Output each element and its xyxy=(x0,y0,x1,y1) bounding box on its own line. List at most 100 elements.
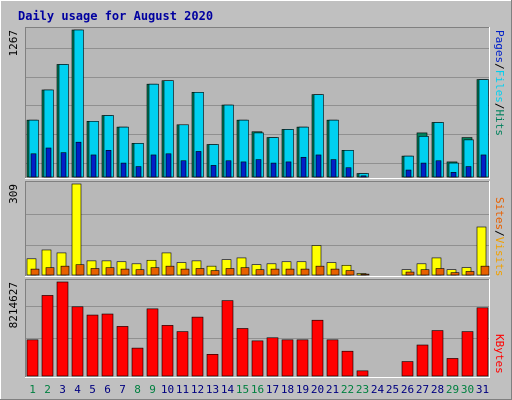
visits-bar xyxy=(90,268,100,276)
kbytes-bar xyxy=(26,339,39,377)
day-label: 19 xyxy=(296,383,309,396)
visits-bar xyxy=(315,265,325,276)
pages-bar xyxy=(210,165,217,178)
visits-bar xyxy=(120,268,130,276)
visits-legend-part: Visits xyxy=(493,237,506,277)
pages-bar xyxy=(150,154,157,178)
day-label: 15 xyxy=(236,383,249,396)
pages-bar xyxy=(465,166,472,178)
visits-bar xyxy=(405,271,415,276)
pages-bar xyxy=(225,160,232,178)
visits-bar xyxy=(480,265,490,276)
visits-bar xyxy=(135,269,145,276)
kbytes-bar xyxy=(281,339,294,377)
visits-legend-part: / xyxy=(493,230,506,237)
pages-bar xyxy=(345,167,352,178)
kbytes-bar xyxy=(71,306,84,377)
pages-bar xyxy=(285,161,292,178)
kbytes-bar xyxy=(191,316,204,377)
kbytes-bar xyxy=(221,300,234,377)
visits-bar xyxy=(450,272,460,276)
kbytes-bar xyxy=(86,314,99,377)
day-label: 12 xyxy=(191,383,204,396)
hits-legend-part: Pages xyxy=(493,30,506,63)
day-label: 20 xyxy=(311,383,324,396)
pages-bar xyxy=(45,147,52,178)
day-label: 10 xyxy=(161,383,174,396)
day-label: 23 xyxy=(356,383,369,396)
visits-legend-part: Sites xyxy=(493,197,506,230)
kbytes-bar xyxy=(116,326,129,377)
pages-bar xyxy=(405,169,412,178)
chart-panels: 1267 Pages/Files/Hits309Sites/Visits82146… xyxy=(7,27,506,396)
visits-bar xyxy=(420,269,430,276)
visits-bar xyxy=(435,268,445,276)
visits-bar xyxy=(210,270,220,276)
kbytes-bar xyxy=(56,281,69,377)
pages-bar xyxy=(75,141,82,178)
hits-legend-part: / xyxy=(493,103,506,110)
visits-bar xyxy=(150,267,160,276)
kbytes-legend-part: KBytes xyxy=(493,334,506,374)
hits-ymax-label: 1267 xyxy=(7,30,20,57)
day-label: 27 xyxy=(416,383,429,396)
kbytes-legend: KBytes xyxy=(493,334,506,374)
hits-legend: Pages/Files/Hits xyxy=(493,30,506,136)
kbytes-bar xyxy=(146,308,159,377)
day-label: 18 xyxy=(281,383,294,396)
day-label: 22 xyxy=(341,383,354,396)
kbytes-bar xyxy=(431,330,444,377)
pages-bar xyxy=(300,156,307,178)
visits-bar xyxy=(45,267,55,276)
visits-bar xyxy=(285,268,295,276)
kbytes-bar xyxy=(416,344,429,377)
visits-bar xyxy=(105,267,115,276)
kbytes-bar xyxy=(461,331,474,377)
hits-legend-part: Hits xyxy=(493,110,506,137)
visits-bar xyxy=(330,268,340,276)
kbytes-bar xyxy=(161,325,174,377)
visits-bar xyxy=(240,267,250,276)
pages-bar xyxy=(420,162,427,178)
kbytes-bar xyxy=(326,339,339,377)
pages-bar xyxy=(315,154,322,178)
day-label: 1 xyxy=(29,383,36,396)
pages-bar xyxy=(360,175,367,178)
kbytes-bar xyxy=(266,337,279,377)
kbytes-bar xyxy=(311,319,324,377)
pages-bar xyxy=(30,153,37,178)
kbytes-bar xyxy=(356,370,369,377)
kbytes-bar xyxy=(131,347,144,377)
pages-bar xyxy=(240,161,247,178)
visits-bar xyxy=(165,265,175,276)
pages-bar xyxy=(255,159,262,178)
kbytes-bar xyxy=(446,358,459,377)
day-label: 7 xyxy=(119,383,126,396)
visits-legend: Sites/Visits xyxy=(493,197,506,277)
day-label: 31 xyxy=(476,383,489,396)
visits-bar xyxy=(360,273,370,276)
kbytes-bar xyxy=(206,354,219,377)
visits-bar xyxy=(225,268,235,276)
pages-bar xyxy=(120,162,127,178)
kbytes-bar xyxy=(401,361,414,377)
day-label: 21 xyxy=(326,383,339,396)
visits-bar xyxy=(345,270,355,276)
pages-bar xyxy=(90,154,97,178)
hits-legend-part: / xyxy=(493,63,506,70)
pages-bar xyxy=(270,162,277,178)
pages-bar xyxy=(330,159,337,178)
pages-bar xyxy=(135,166,142,178)
visits-bar xyxy=(195,268,205,276)
visits-ymax-label: 309 xyxy=(7,184,20,204)
day-label: 13 xyxy=(206,383,219,396)
visits-bar xyxy=(255,269,265,276)
day-label: 25 xyxy=(386,383,399,396)
sites-bar xyxy=(71,183,82,276)
kbytes-bar xyxy=(341,350,354,377)
pages-bar xyxy=(105,150,112,178)
day-label: 14 xyxy=(221,383,235,396)
day-label: 2 xyxy=(44,383,51,396)
